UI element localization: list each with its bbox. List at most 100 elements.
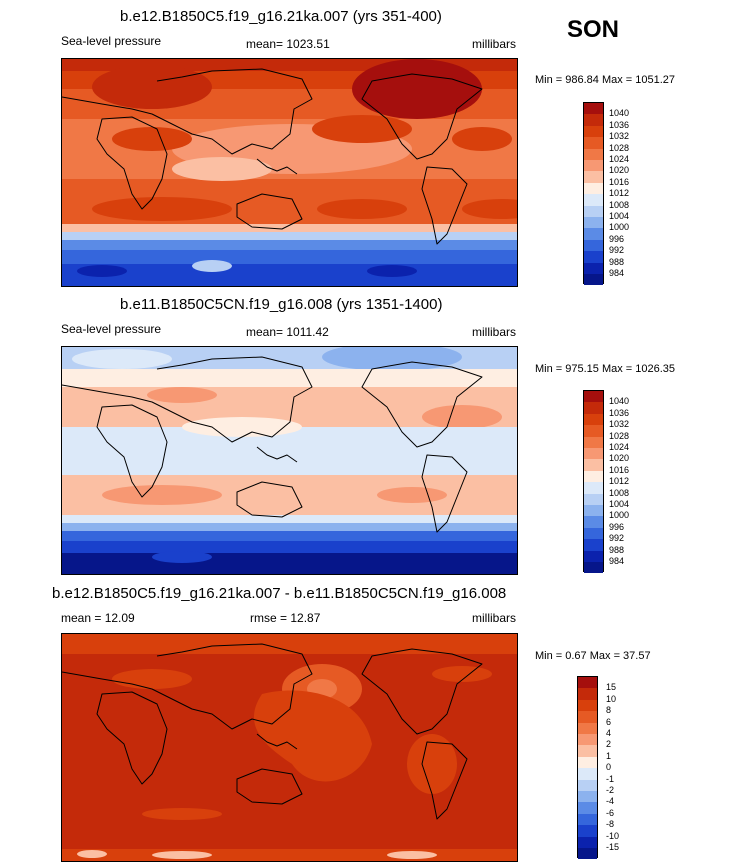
colorbar-swatch bbox=[578, 699, 597, 712]
panel-1-colorbar bbox=[583, 102, 604, 285]
colorbar-swatch bbox=[578, 768, 597, 780]
colorbar-tick-label: 1000 bbox=[609, 222, 630, 233]
colorbar-tick-label: 1012 bbox=[609, 188, 630, 199]
colorbar-tick-label: 1032 bbox=[609, 131, 630, 142]
colorbar-swatch bbox=[584, 470, 603, 483]
panel-1-units-label: millibars bbox=[472, 37, 517, 51]
colorbar-swatch bbox=[578, 779, 597, 791]
colorbar-swatch bbox=[584, 550, 603, 562]
colorbar-swatch bbox=[584, 539, 603, 551]
panel-3-minmax: Min = 0.67 Max = 37.57 bbox=[535, 650, 651, 662]
colorbar-tick-label: 6 bbox=[606, 716, 612, 727]
colorbar-swatch bbox=[578, 756, 597, 769]
colorbar-swatch bbox=[584, 228, 603, 240]
colorbar-swatch bbox=[584, 562, 603, 573]
colorbar-tick-label: 1032 bbox=[609, 419, 630, 430]
colorbar-tick-label: -1 bbox=[606, 773, 615, 784]
colorbar-tick-label: 1040 bbox=[609, 108, 630, 119]
panel-2-map bbox=[61, 346, 518, 575]
colorbar-tick-label: 1004 bbox=[609, 211, 630, 221]
colorbar-swatch bbox=[578, 688, 597, 700]
colorbar-tick-label: 1020 bbox=[609, 165, 630, 176]
colorbar-swatch bbox=[584, 148, 603, 160]
panel-3-mean-label: mean = 12.09 bbox=[61, 611, 135, 625]
colorbar-swatch bbox=[584, 239, 603, 252]
panel-3-map-field bbox=[62, 634, 517, 861]
colorbar-tick-label: 1028 bbox=[609, 430, 630, 441]
colorbar-swatch bbox=[584, 194, 603, 206]
colorbar-tick-label: 1008 bbox=[609, 487, 630, 498]
colorbar-tick-label: -8 bbox=[606, 819, 615, 830]
colorbar-swatch bbox=[578, 722, 597, 734]
colorbar-tick-label: 996 bbox=[609, 233, 625, 244]
colorbar-tick-label: 1036 bbox=[609, 119, 630, 130]
colorbar-swatch bbox=[578, 734, 597, 746]
colorbar-tick-label: 1000 bbox=[609, 510, 630, 521]
colorbar-swatch bbox=[584, 402, 603, 414]
colorbar-swatch bbox=[578, 848, 597, 859]
colorbar-tick-label: 8 bbox=[606, 705, 612, 716]
panel-3-colorbar bbox=[577, 676, 598, 859]
panel-2-units-label: millibars bbox=[472, 325, 517, 339]
colorbar-swatch bbox=[584, 171, 603, 183]
panel-2-title: b.e11.B1850C5CN.f19_g16.008 (yrs 1351-14… bbox=[120, 296, 443, 313]
colorbar-tick-label: 0 bbox=[606, 762, 612, 773]
colorbar-tick-label: 988 bbox=[609, 544, 625, 555]
panel-3-rmse-label: rmse = 12.87 bbox=[250, 611, 321, 625]
colorbar-swatch bbox=[584, 413, 603, 426]
colorbar-swatch bbox=[578, 802, 597, 814]
panel-1-minmax: Min = 986.84 Max = 1051.27 bbox=[535, 74, 676, 86]
colorbar-swatch bbox=[584, 262, 603, 274]
colorbar-tick-label: -10 bbox=[606, 830, 620, 841]
panel-2-map-field bbox=[62, 347, 517, 574]
colorbar-swatch bbox=[584, 137, 603, 149]
colorbar-tick-label: 1020 bbox=[609, 453, 630, 464]
colorbar-tick-label: 1028 bbox=[609, 142, 630, 153]
colorbar-tick-label: 988 bbox=[609, 256, 625, 267]
panel-1-title: b.e12.B1850C5.f19_g16.21ka.007 (yrs 351-… bbox=[120, 8, 442, 25]
panel-1-map-field bbox=[62, 59, 517, 286]
colorbar-tick-label: -15 bbox=[606, 842, 620, 852]
colorbar-tick-label: 1024 bbox=[609, 442, 630, 452]
colorbar-swatch bbox=[584, 160, 603, 172]
colorbar-tick-label: 992 bbox=[609, 245, 625, 256]
colorbar-swatch bbox=[584, 182, 603, 195]
panel-2-colorbar bbox=[583, 390, 604, 573]
colorbar-swatch bbox=[584, 217, 603, 229]
panel-3-title: b.e12.B1850C5.f19_g16.21ka.007 - b.e11.B… bbox=[52, 585, 507, 602]
colorbar-tick-label: 1016 bbox=[609, 176, 630, 187]
panel-3-colorbar-labels: 15 10 8 6 4 2 1 0 -1 -2 -4 -6 -8 -10 -15 bbox=[606, 676, 646, 858]
colorbar-swatch bbox=[584, 125, 603, 138]
colorbar-swatch bbox=[578, 825, 597, 837]
colorbar-tick-label: 4 bbox=[606, 728, 612, 738]
colorbar-tick-label: 996 bbox=[609, 521, 625, 532]
colorbar-swatch bbox=[584, 436, 603, 448]
colorbar-tick-label: 1036 bbox=[609, 407, 630, 418]
colorbar-swatch bbox=[584, 103, 603, 115]
colorbar-swatch bbox=[578, 791, 597, 803]
colorbar-swatch bbox=[584, 114, 603, 126]
colorbar-tick-label: 2 bbox=[606, 739, 612, 750]
colorbar-tick-label: -4 bbox=[606, 796, 615, 807]
colorbar-tick-label: -2 bbox=[606, 785, 615, 795]
panel-3-units-label: millibars bbox=[472, 611, 517, 625]
colorbar-swatch bbox=[584, 527, 603, 540]
colorbar-tick-label: 1016 bbox=[609, 464, 630, 475]
colorbar-tick-label: 1004 bbox=[609, 499, 630, 509]
panel-1-mean-label: mean= 1023.51 bbox=[246, 37, 330, 51]
colorbar-swatch bbox=[584, 251, 603, 263]
panel-2-colorbar-labels: 1040 1036 1032 1028 1024 1020 1016 1012 … bbox=[609, 390, 649, 572]
colorbar-tick-label: -6 bbox=[606, 807, 615, 818]
colorbar-tick-label: 1024 bbox=[609, 154, 630, 164]
colorbar-tick-label: 992 bbox=[609, 533, 625, 544]
colorbar-swatch bbox=[584, 274, 603, 285]
colorbar-swatch bbox=[578, 813, 597, 826]
panel-3-map bbox=[61, 633, 518, 862]
panel-1-variable-label: Sea-level pressure bbox=[61, 34, 162, 48]
colorbar-tick-label: 10 bbox=[606, 693, 617, 704]
colorbar-tick-label: 984 bbox=[609, 556, 625, 566]
panel-2-mean-label: mean= 1011.42 bbox=[246, 325, 329, 339]
colorbar-swatch bbox=[584, 505, 603, 517]
panel-1-map bbox=[61, 58, 518, 287]
colorbar-swatch bbox=[584, 493, 603, 505]
